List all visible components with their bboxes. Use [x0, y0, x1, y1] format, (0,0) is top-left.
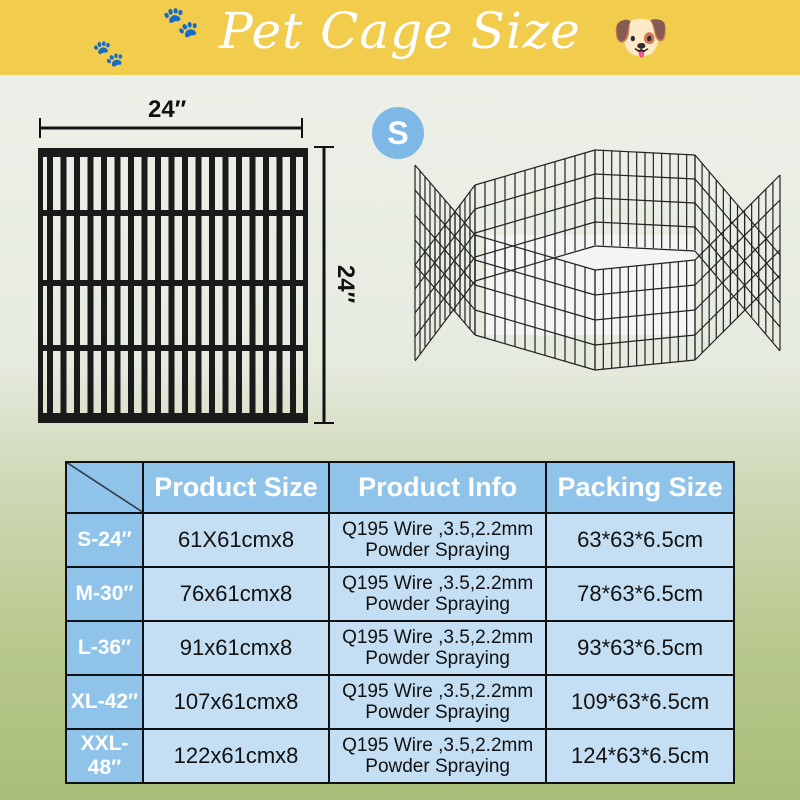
- table-row: S-24″ 61X61cmx8 Q195 Wire ,3.5,2.2mm Powd…: [65, 512, 735, 568]
- table-row: XXL-48″ 122x61cmx8 Q195 Wire ,3.5,2.2mm P…: [65, 728, 735, 784]
- info-line: Q195 Wire ,3.5,2.2mm: [342, 681, 534, 702]
- banner-title: Pet Cage Size: [219, 2, 581, 60]
- size-cell: XL-42″: [65, 674, 144, 730]
- title-banner: 🐾 🐾 Pet Cage Size 🐶: [0, 0, 800, 75]
- height-dimension-line: [314, 146, 334, 424]
- product-info-cell: Q195 Wire ,3.5,2.2mm Powder Spraying: [328, 620, 548, 676]
- header-product-size: Product Size: [141, 461, 331, 514]
- info-line: Q195 Wire ,3.5,2.2mm: [342, 573, 534, 594]
- info-line: Q195 Wire ,3.5,2.2mm: [342, 735, 534, 756]
- single-panel-image: [38, 148, 308, 423]
- table-header-row: Product Size Product Info Packing Size: [65, 461, 735, 514]
- info-line: Powder Spraying: [365, 702, 510, 723]
- corner-cell: [65, 461, 144, 514]
- size-table: Product Size Product Info Packing Size S…: [65, 461, 735, 784]
- packing-size-cell: 78*63*6.5cm: [545, 566, 735, 622]
- size-cell: L-36″: [65, 620, 144, 676]
- size-cell: S-24″: [65, 512, 144, 568]
- product-size-cell: 91x61cmx8: [141, 620, 331, 676]
- product-size-cell: 107x61cmx8: [141, 674, 331, 730]
- info-line: Powder Spraying: [365, 756, 510, 777]
- info-line: Powder Spraying: [365, 648, 510, 669]
- info-line: Powder Spraying: [365, 540, 510, 561]
- size-cell: M-30″: [65, 566, 144, 622]
- header-product-info: Product Info: [328, 461, 548, 514]
- size-cell: XXL-48″: [65, 728, 144, 784]
- width-label: 24″: [148, 96, 187, 123]
- product-info-cell: Q195 Wire ,3.5,2.2mm Powder Spraying: [328, 674, 548, 730]
- packing-size-cell: 124*63*6.5cm: [545, 728, 735, 784]
- cartoon-dog-icon: 🐶: [612, 11, 670, 63]
- info-line: Q195 Wire ,3.5,2.2mm: [342, 627, 534, 648]
- paw-icon: 🐾: [92, 38, 125, 68]
- table-row: M-30″ 76x61cmx8 Q195 Wire ,3.5,2.2mm Powd…: [65, 566, 735, 622]
- product-size-cell: 76x61cmx8: [141, 566, 331, 622]
- height-label: 24″: [332, 264, 360, 304]
- product-size-cell: 61X61cmx8: [141, 512, 331, 568]
- header-packing-size: Packing Size: [545, 461, 735, 514]
- size-badge: S: [372, 107, 424, 159]
- packing-size-cell: 109*63*6.5cm: [545, 674, 735, 730]
- product-info-cell: Q195 Wire ,3.5,2.2mm Powder Spraying: [328, 512, 548, 568]
- table-row: XL-42″ 107x61cmx8 Q195 Wire ,3.5,2.2mm Po…: [65, 674, 735, 730]
- product-size-cell: 122x61cmx8: [141, 728, 331, 784]
- product-info-cell: Q195 Wire ,3.5,2.2mm Powder Spraying: [328, 566, 548, 622]
- table-row: L-36″ 91x61cmx8 Q195 Wire ,3.5,2.2mm Powd…: [65, 620, 735, 676]
- info-line: Q195 Wire ,3.5,2.2mm: [342, 519, 534, 540]
- info-line: Powder Spraying: [365, 594, 510, 615]
- packing-size-cell: 63*63*6.5cm: [545, 512, 735, 568]
- product-info-cell: Q195 Wire ,3.5,2.2mm Powder Spraying: [328, 728, 548, 784]
- packing-size-cell: 93*63*6.5cm: [545, 620, 735, 676]
- paw-icon: 🐾: [162, 6, 200, 39]
- playpen-image: [414, 149, 781, 371]
- width-dimension-line: [39, 118, 303, 138]
